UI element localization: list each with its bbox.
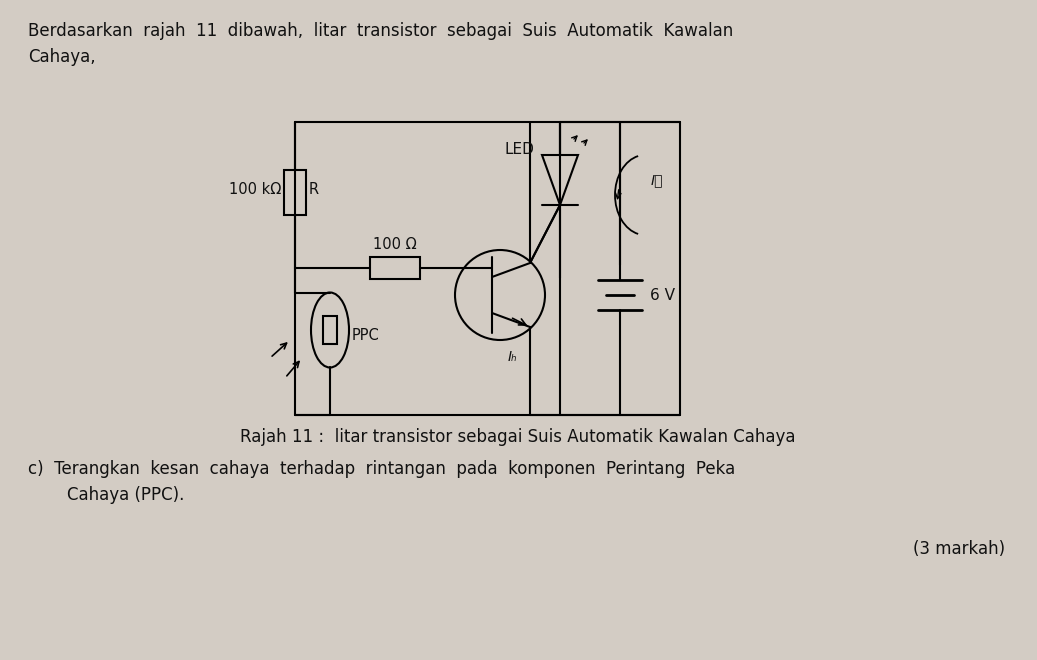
Text: Cahaya (PPC).: Cahaya (PPC). (46, 486, 185, 504)
Text: PPC: PPC (352, 327, 380, 343)
Bar (370, 257, 420, 279)
Text: 6 V: 6 V (650, 288, 675, 302)
Text: (3 markah): (3 markah) (913, 540, 1005, 558)
Bar (323, 316, 337, 344)
Text: R: R (309, 183, 319, 197)
Text: 100 Ω: 100 Ω (373, 237, 417, 252)
Text: Rajah 11 :  litar transistor sebagai Suis Automatik Kawalan Cahaya: Rajah 11 : litar transistor sebagai Suis… (241, 428, 795, 446)
Bar (284, 170, 306, 215)
Text: c)  Terangkan  kesan  cahaya  terhadap  rintangan  pada  komponen  Perintang  Pe: c) Terangkan kesan cahaya terhadap rinta… (28, 460, 735, 478)
Text: Berdasarkan  rajah  11  dibawah,  litar  transistor  sebagai  Suis  Automatik  K: Berdasarkan rajah 11 dibawah, litar tran… (28, 22, 733, 40)
Text: 100 kΩ: 100 kΩ (229, 183, 281, 197)
Text: IⲜ: IⲜ (651, 173, 664, 187)
Text: LED: LED (505, 143, 535, 158)
Text: Iₕ: Iₕ (508, 350, 517, 364)
Text: Cahaya,: Cahaya, (28, 48, 95, 66)
